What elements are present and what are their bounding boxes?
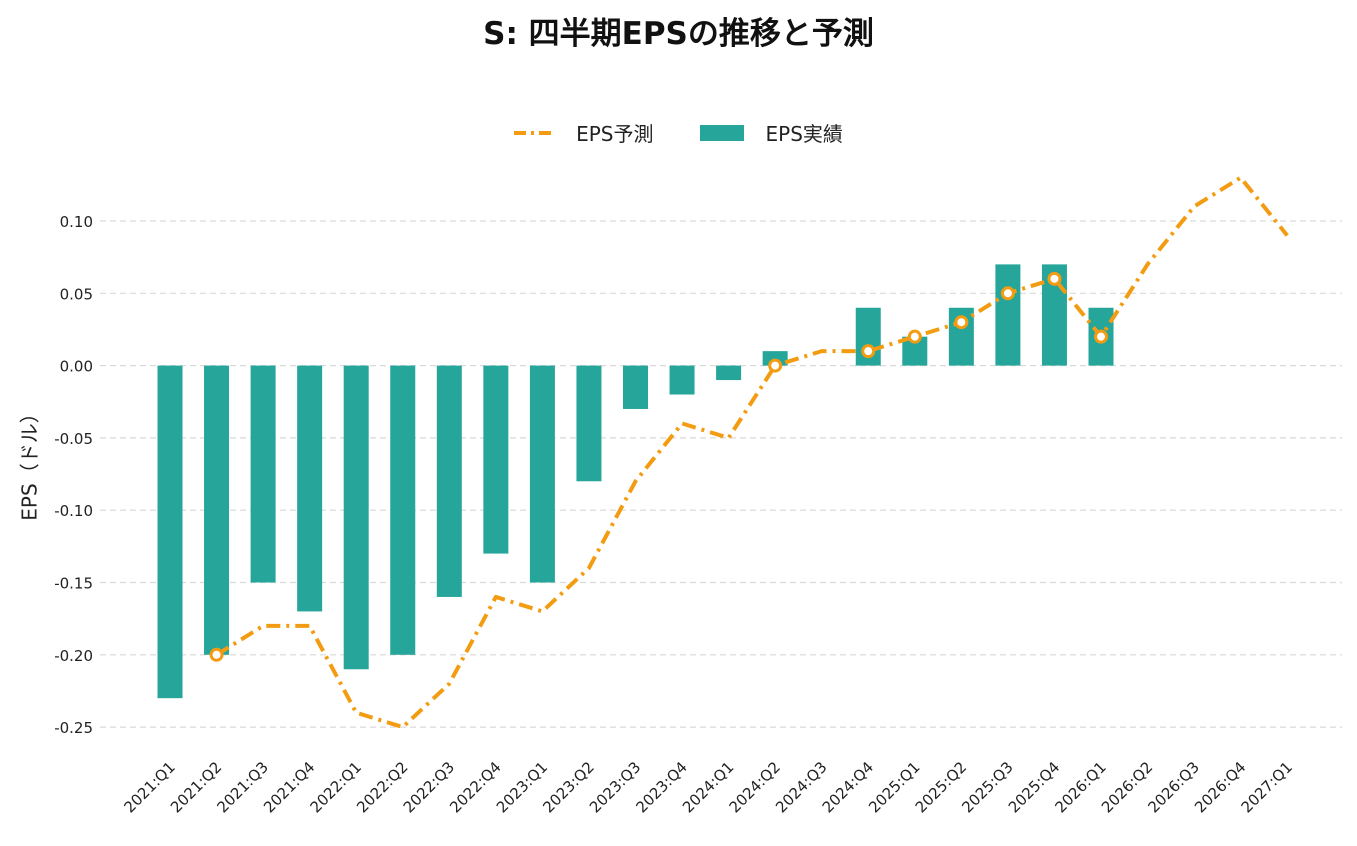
legend-item-forecast[interactable]: EPS予測 xyxy=(514,118,654,147)
x-tick-label: 2027:Q1 xyxy=(1238,758,1296,816)
legend-item-actual[interactable]: EPS実績 xyxy=(699,118,843,147)
forecast-line xyxy=(215,175,1289,730)
forecast-point-2025:Q2[interactable] xyxy=(954,315,969,330)
legend: EPS予測 EPS実績 xyxy=(0,118,1357,147)
bar-2023:Q1[interactable] xyxy=(529,365,555,583)
forecast-point-2021:Q2[interactable] xyxy=(209,647,224,662)
legend-label-forecast: EPS予測 xyxy=(576,122,654,146)
legend-label-actual: EPS実績 xyxy=(765,122,843,146)
y-tick-label: 0.00 xyxy=(60,358,93,376)
y-tick-label: -0.20 xyxy=(54,647,93,665)
bar-2023:Q3[interactable] xyxy=(623,365,648,409)
bar-2023:Q2[interactable] xyxy=(576,365,602,482)
chart-title: S: 四半期EPSの推移と予測 xyxy=(483,16,874,52)
bar-2021:Q1[interactable] xyxy=(157,365,183,699)
legend-swatch-forecast xyxy=(514,130,555,135)
bar-2023:Q4[interactable] xyxy=(669,365,695,395)
forecast-point-2026:Q1[interactable] xyxy=(1094,329,1108,344)
y-tick-label: -0.25 xyxy=(54,719,93,737)
bar-2021:Q3[interactable] xyxy=(250,365,276,583)
bar-2022:Q2[interactable] xyxy=(390,365,416,655)
y-tick-label: -0.10 xyxy=(54,502,93,520)
bar-2022:Q4[interactable] xyxy=(483,365,509,554)
y-tick-label: -0.15 xyxy=(54,575,93,593)
bar-2024:Q1[interactable] xyxy=(716,365,742,381)
legend-swatch-actual xyxy=(699,124,744,141)
y-tick-label: 0.10 xyxy=(60,213,93,231)
bar-2021:Q2[interactable] xyxy=(204,365,230,655)
forecast-point-2025:Q1[interactable] xyxy=(907,329,922,344)
bar-2025:Q3[interactable] xyxy=(995,264,1021,366)
bar-2022:Q3[interactable] xyxy=(436,365,462,597)
bar-2022:Q1[interactable] xyxy=(343,365,369,670)
y-tick-label: 0.05 xyxy=(60,285,93,303)
forecast-point-2024:Q2[interactable] xyxy=(768,358,783,373)
bar-2021:Q4[interactable] xyxy=(297,365,323,612)
y-tick-label: -0.05 xyxy=(54,430,93,448)
bar-2024:Q2[interactable] xyxy=(762,351,788,366)
forecast-point-2025:Q4[interactable] xyxy=(1047,271,1062,286)
forecast-point-2024:Q4[interactable] xyxy=(861,344,876,359)
forecast-point-2025:Q3[interactable] xyxy=(1000,286,1015,301)
